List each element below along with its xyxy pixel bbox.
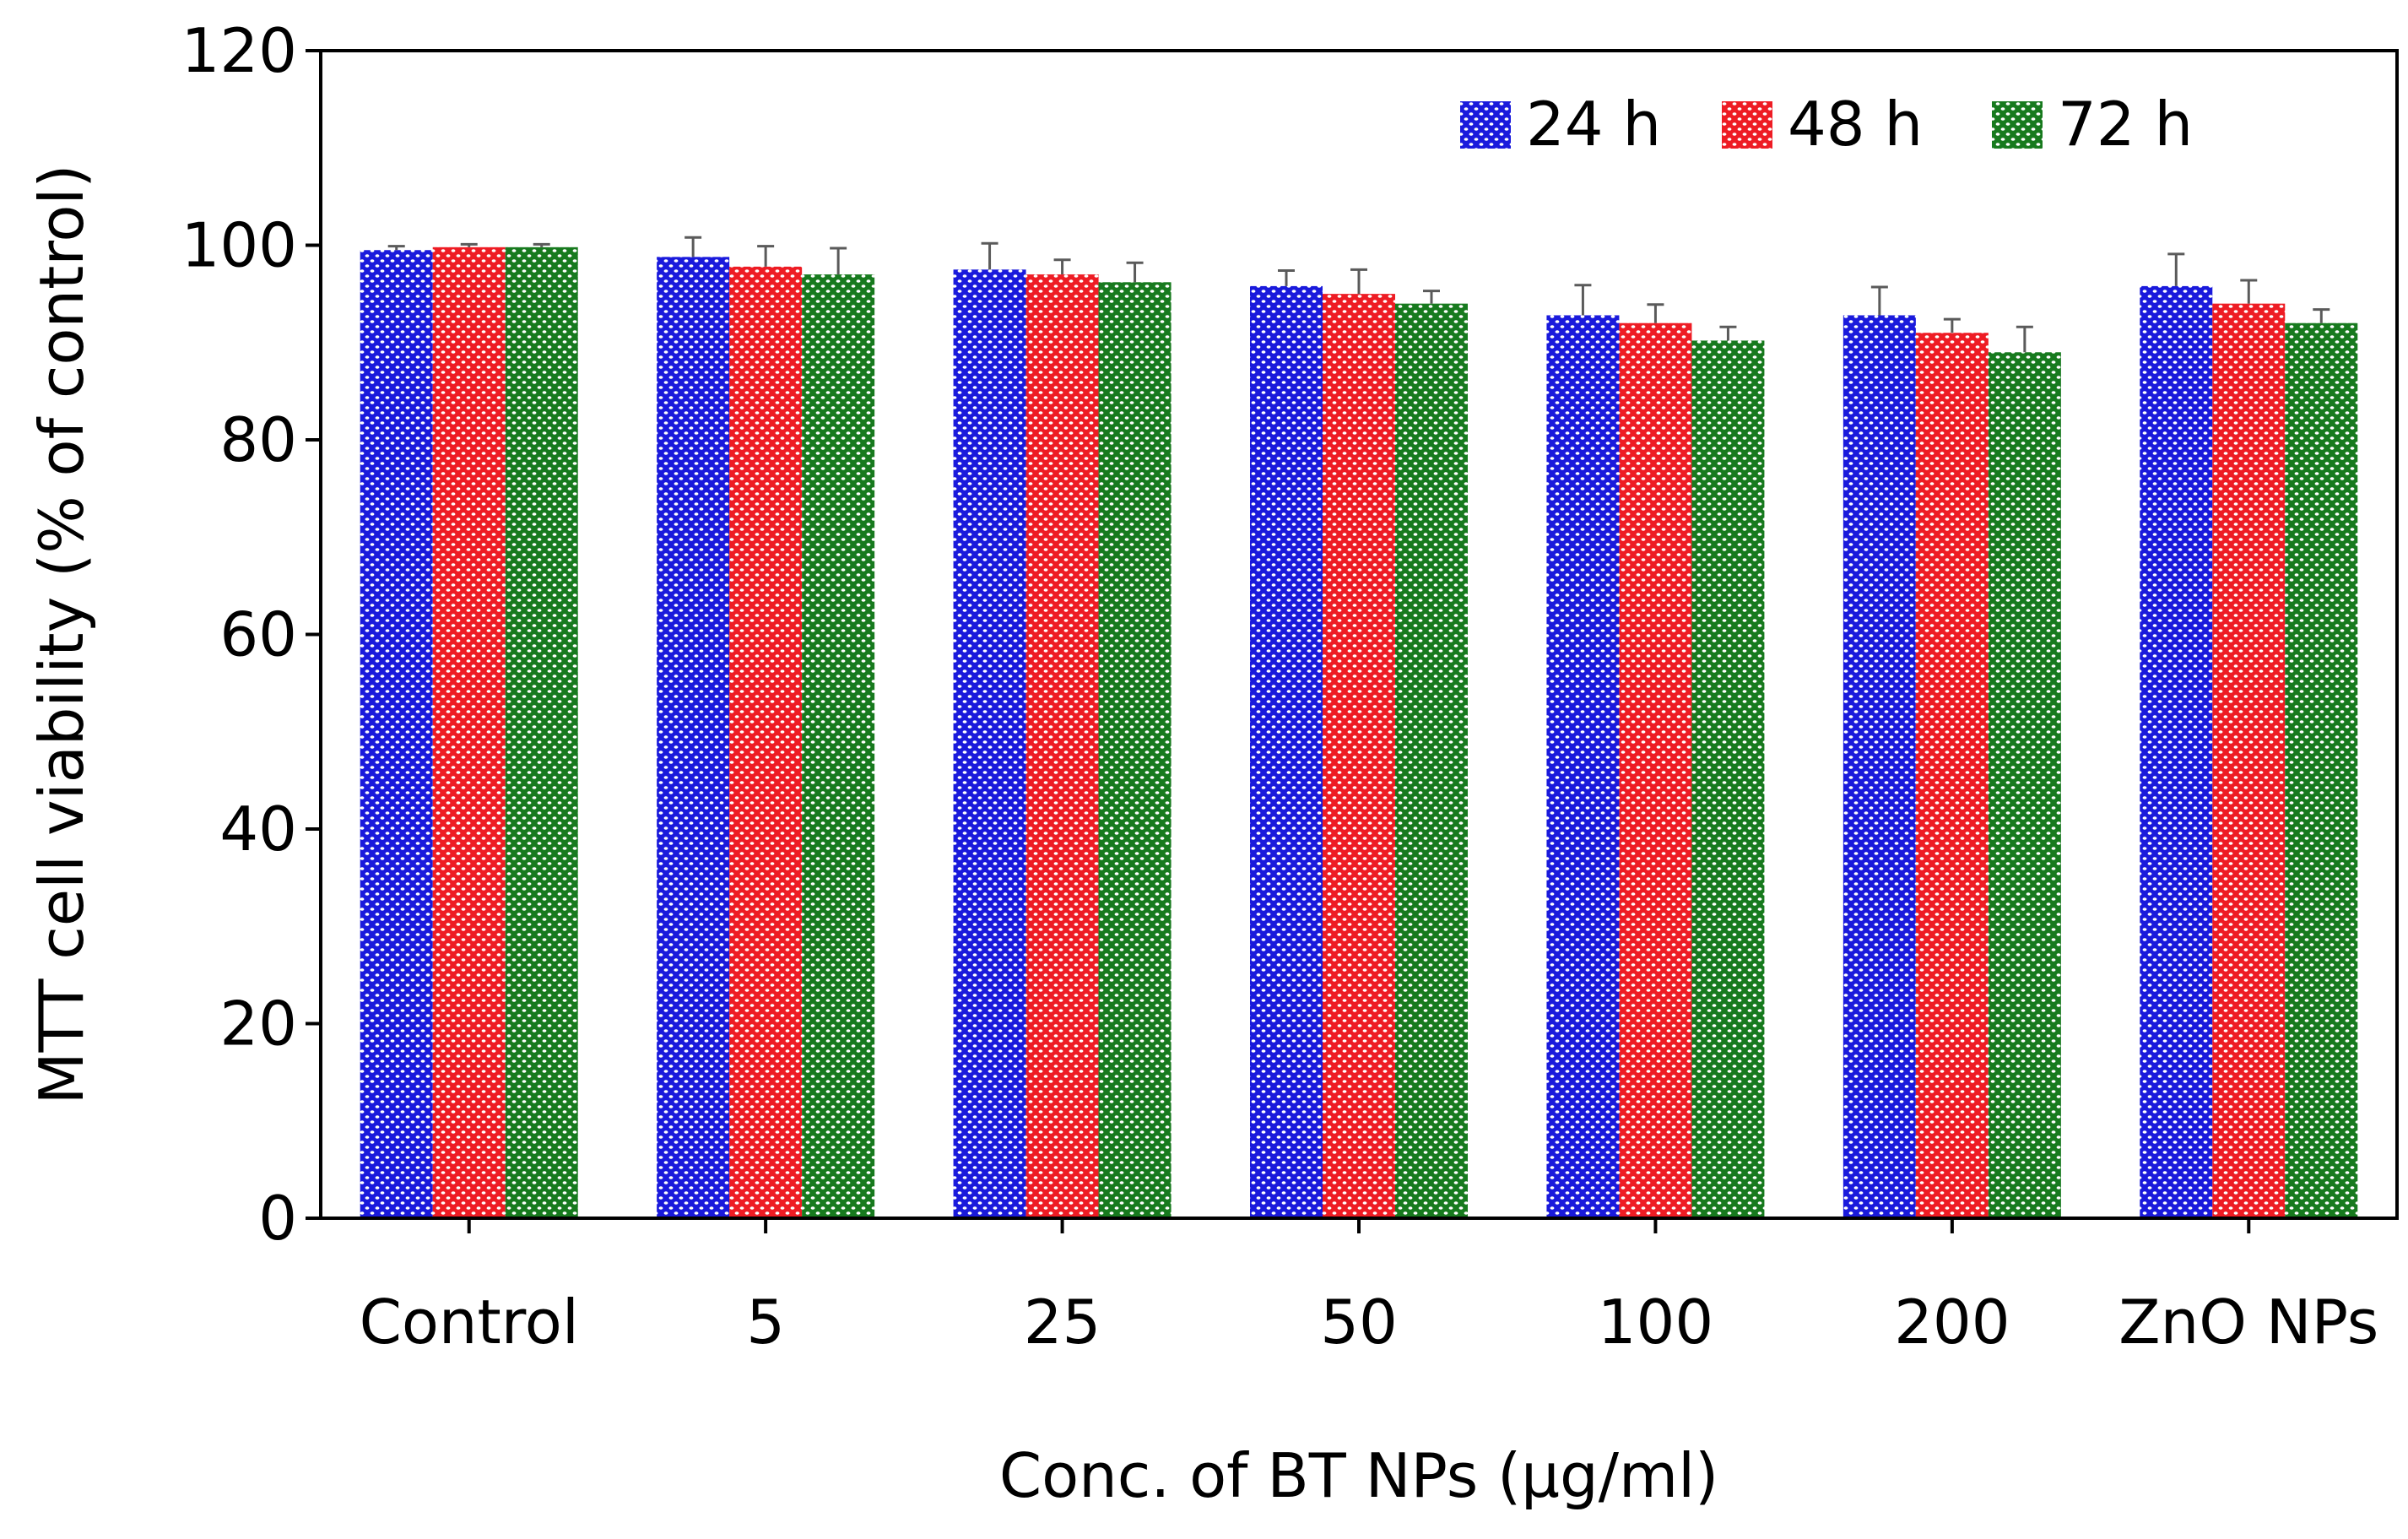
bar-24h-50 xyxy=(1250,285,1323,1218)
y-axis-title: MTT cell viability (% of control) xyxy=(26,165,97,1105)
axes-layer xyxy=(306,49,2399,1233)
x-tick-label-control: Control xyxy=(360,1287,579,1357)
y-tick-label-100: 100 xyxy=(181,210,297,281)
bar-48h-control xyxy=(432,247,506,1219)
bar-24h-control xyxy=(360,250,433,1219)
bar-24h-5 xyxy=(657,257,730,1219)
bar-72h-50 xyxy=(1395,303,1468,1218)
bar-48h-25 xyxy=(1025,274,1099,1219)
y-tick-label-0: 0 xyxy=(258,1183,297,1254)
bar-72h-200 xyxy=(1988,352,2061,1218)
bar-48h-50 xyxy=(1323,294,1395,1218)
y-tick-label-40: 40 xyxy=(219,794,297,864)
x-tick-label-zno-nps: ZnO NPs xyxy=(2118,1287,2378,1357)
x-tick-label-50: 50 xyxy=(1320,1287,1398,1357)
bar-72h-25 xyxy=(1098,282,1172,1218)
bar-48h-200 xyxy=(1915,333,1989,1219)
legend: 24 h 48 h 72 h xyxy=(1460,89,2193,160)
tick-labels-layer: 0 20 40 60 80 100 120 Control 5 25 50 100 200 ZnO NPs xyxy=(181,15,2379,1357)
bars-layer xyxy=(360,247,2358,1219)
bar-72h-zno-nps xyxy=(2285,322,2358,1219)
legend-swatch-24h xyxy=(1460,101,1511,149)
legend-swatch-72h xyxy=(1992,101,2043,149)
legend-swatch-48h xyxy=(1722,101,1772,149)
legend-label-24h: 24 h xyxy=(1526,89,1661,160)
x-tick-label-5: 5 xyxy=(746,1287,785,1357)
y-tick-label-20: 20 xyxy=(219,989,297,1059)
y-tick-label-80: 80 xyxy=(219,404,297,475)
bar-72h-control xyxy=(505,247,578,1219)
x-axis-title: Conc. of BT NPs (µg/ml) xyxy=(999,1440,1718,1511)
x-tick-label-100: 100 xyxy=(1598,1287,1713,1357)
bar-24h-200 xyxy=(1843,315,1916,1219)
bar-24h-25 xyxy=(953,269,1026,1218)
bar-24h-100 xyxy=(1546,315,1620,1219)
bar-48h-5 xyxy=(729,266,803,1219)
y-tick-label-120: 120 xyxy=(181,15,297,86)
bar-24h-zno-nps xyxy=(2140,285,2213,1218)
bar-72h-5 xyxy=(802,274,875,1219)
bar-72h-100 xyxy=(1691,340,1765,1218)
x-tick-label-25: 25 xyxy=(1024,1287,1101,1357)
y-tick-label-60: 60 xyxy=(219,599,297,670)
x-tick-label-200: 200 xyxy=(1894,1287,2010,1357)
error-bars-layer xyxy=(387,236,2330,353)
legend-label-48h: 48 h xyxy=(1788,89,1923,160)
legend-label-72h: 72 h xyxy=(2058,89,2193,160)
bar-48h-zno-nps xyxy=(2212,303,2286,1218)
bar-48h-100 xyxy=(1619,322,1692,1219)
